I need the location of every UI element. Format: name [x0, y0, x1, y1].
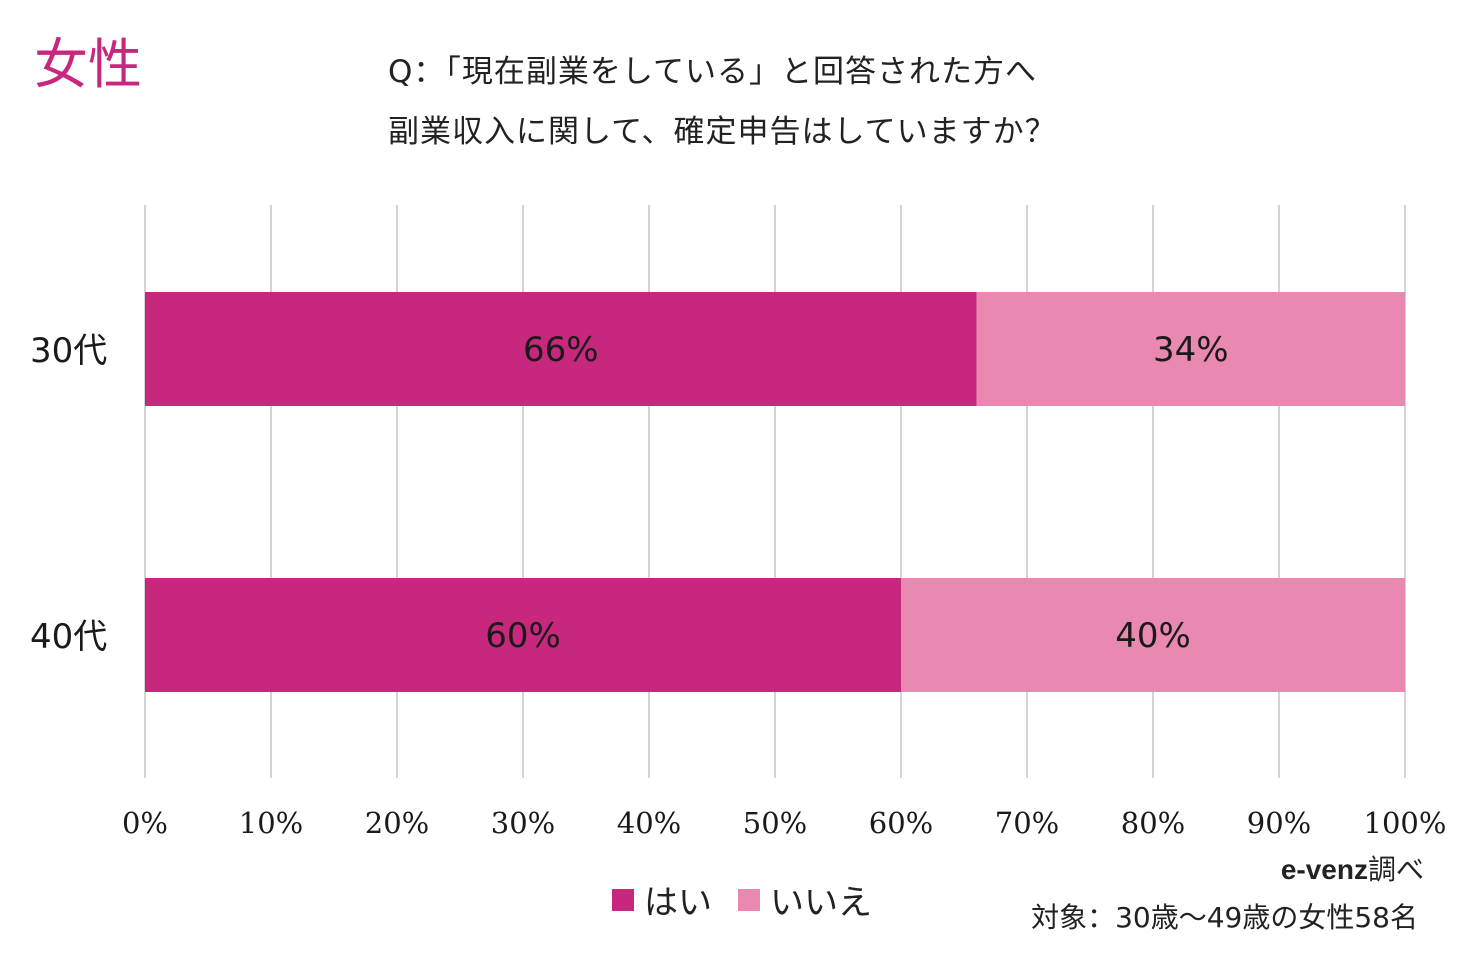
legend-item-no: いいえ	[738, 875, 872, 924]
data-label: 40%	[1115, 616, 1191, 656]
category-label: 40代	[30, 617, 107, 657]
data-label: 34%	[1153, 330, 1229, 370]
bar-segment-yes	[145, 292, 977, 406]
question-line-1: Q：「現在副業をしている」と回答された方へ	[388, 54, 1037, 90]
legend-label-yes: はい	[644, 883, 712, 923]
x-tick-label: 100%	[1364, 806, 1447, 840]
legend: はい いいえ	[612, 875, 898, 924]
x-tick-label: 90%	[1247, 806, 1311, 840]
source-brand: e-venz	[1280, 854, 1368, 885]
x-tick-label: 60%	[869, 806, 933, 840]
x-tick-label: 0%	[122, 806, 168, 840]
legend-swatch-yes	[612, 888, 634, 911]
data-label: 60%	[485, 616, 561, 656]
x-tick-label: 70%	[995, 806, 1059, 840]
data-label: 66%	[523, 330, 599, 370]
bar-segment-no	[901, 578, 1405, 692]
sample-description: 対象：30歳〜49歳の女性58名	[1031, 901, 1418, 934]
gender-heading: 女性	[34, 33, 142, 96]
question-line-2: 副業収入に関して、確定申告はしていますか？	[388, 114, 1057, 150]
category-label: 30代	[30, 331, 107, 371]
source-suffix: 調べ	[1367, 853, 1424, 886]
x-tick-label: 50%	[743, 806, 807, 840]
legend-label-no: いいえ	[770, 883, 872, 923]
source-credit: e-venz調べ	[1281, 848, 1424, 888]
bar-segment-yes	[145, 578, 901, 692]
x-tick-label: 40%	[617, 806, 681, 840]
legend-item-yes: はい	[612, 875, 712, 924]
x-tick-label: 80%	[1121, 806, 1185, 840]
bar-segment-no	[976, 292, 1405, 406]
legend-swatch-no	[738, 888, 760, 911]
x-tick-label: 30%	[491, 806, 555, 840]
x-tick-label: 20%	[365, 806, 429, 840]
chart-title: Q：「現在副業をしている」と回答された方へ 副業収入に関して、確定申告はしていま…	[388, 42, 1057, 162]
x-tick-label: 10%	[239, 806, 303, 840]
